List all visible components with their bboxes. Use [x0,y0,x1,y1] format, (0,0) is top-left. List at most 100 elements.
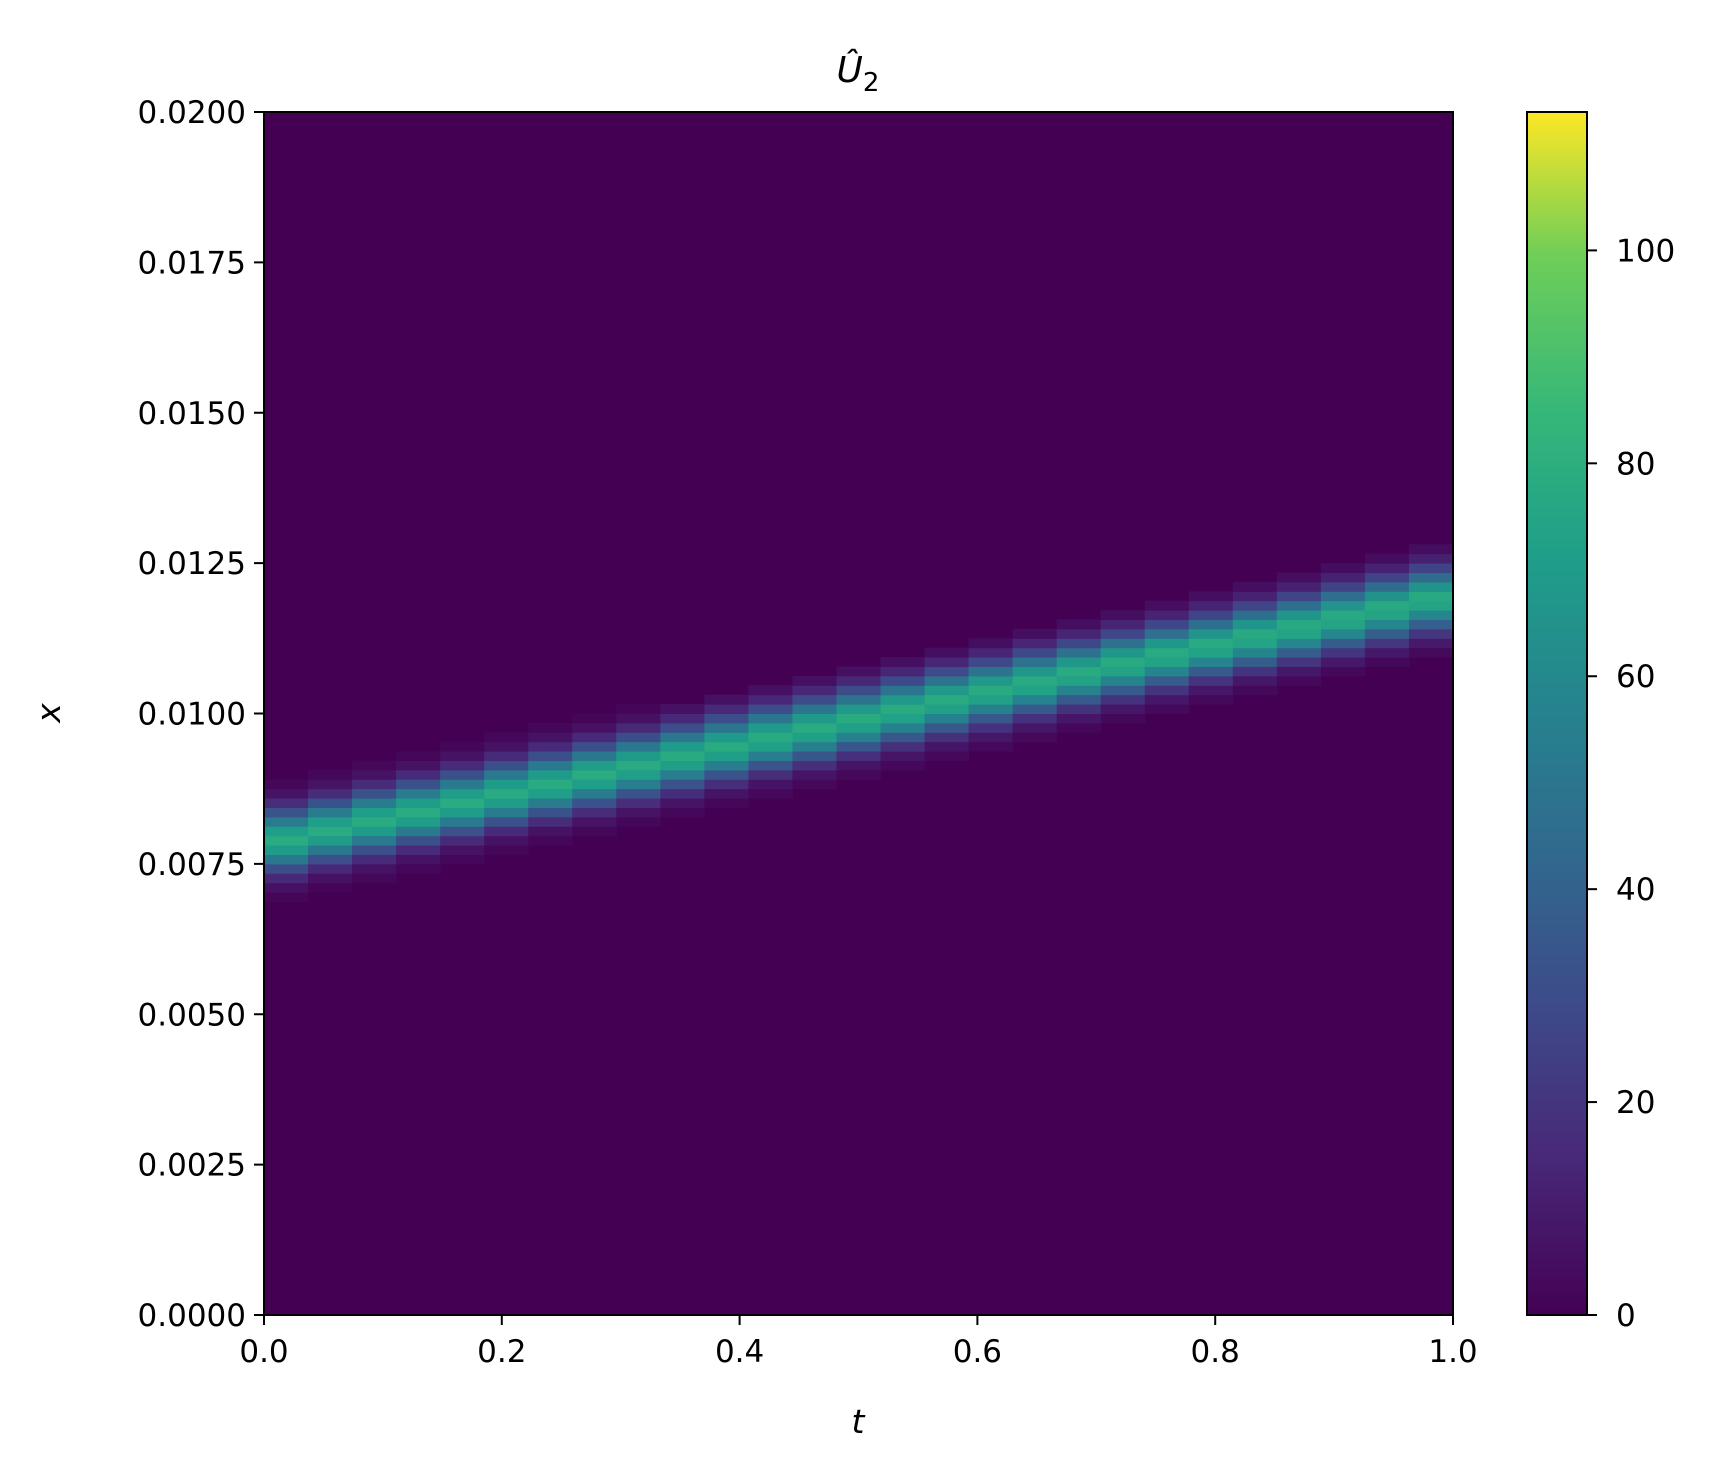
heatmap-cell [1012,638,1058,649]
heatmap-cell [528,722,573,733]
heatmap-cell [572,741,617,752]
heatmap-cell [1364,563,1410,574]
heatmap-cell [264,882,309,893]
heatmap-cell [1100,675,1146,686]
heatmap-cell [1232,591,1278,602]
heatmap-cell [1188,657,1234,668]
heatmap-cell [616,713,661,724]
heatmap-cell [1364,600,1410,611]
heatmap-cell [308,882,353,893]
heatmap-cell [308,779,353,790]
heatmap-cell [1320,591,1366,602]
heatmap-cell [572,722,617,733]
heatmap-cell [484,741,529,752]
heatmap-cell [484,760,529,771]
heatmap-cell [440,779,485,790]
y-axis-label: x [29,703,68,724]
heatmap-cell [792,704,837,714]
heatmap-cell [660,741,705,752]
heatmap-cell [616,760,661,771]
heatmap-cell [1276,572,1322,583]
heatmap-cell [308,835,353,846]
heatmap-cell [968,638,1014,649]
heatmap-cell [792,769,837,780]
y-tick-label: 0.0000 [138,1298,246,1334]
heatmap-cell [1100,713,1146,724]
heatmap-cell [1012,628,1058,639]
heatmap-cell [616,816,661,827]
heatmap-cell [1056,666,1102,677]
heatmap-cell [792,751,837,761]
heatmap-cell [1276,600,1322,611]
heatmap-cell [352,863,397,874]
heatmap-cell [528,732,573,743]
heatmap-cell [836,666,882,677]
heatmap-cell [1364,628,1410,639]
heatmap-cell [968,741,1014,752]
heatmap-cell [616,751,661,761]
heatmap-cell [880,722,926,733]
heatmap-cell [792,760,837,771]
heatmap-cell [836,751,882,761]
heatmap-cell [572,779,617,790]
heatmap-cell [880,694,926,705]
heatmap-cell [1408,544,1454,555]
heatmap-cell [1100,704,1146,714]
heatmap-cell [352,760,397,771]
heatmap-cell [1188,619,1234,630]
heatmap-cell [396,760,441,771]
heatmap-cell [1056,657,1102,668]
heatmap-cell [1012,704,1058,714]
heatmap-cell [836,769,882,780]
y-tick-label: 0.0150 [138,396,246,432]
heatmap-cell [1364,553,1410,564]
heatmap-cell [660,713,705,724]
heatmap-cell [1012,722,1058,733]
heatmap-cell [1100,610,1146,621]
heatmap-cell [1232,628,1278,639]
heatmap-cell [704,694,749,705]
heatmap-cell [1188,591,1234,602]
heatmap-cell [484,816,529,827]
heatmap-cell [1056,675,1102,686]
heatmap-cell [1056,685,1102,696]
heatmap-cell [660,769,705,780]
heatmap-cell [264,863,309,874]
colorbar-tick-label: 20 [1616,1085,1655,1121]
heatmap-cell [484,751,529,761]
heatmap-cell [880,760,926,771]
heatmap-cell [396,854,441,865]
heatmap-cell [792,694,837,705]
heatmap-cell [572,713,617,724]
heatmap-cell [616,788,661,799]
heatmap-cell [352,779,397,790]
heatmap-cell [484,807,529,818]
heatmap-cell [1364,581,1410,592]
heatmap-cell [1012,657,1058,668]
heatmap-cell [1408,638,1454,649]
heatmap-cell [1188,628,1234,639]
heatmap-cell [1232,610,1278,621]
heatmap-cell [748,713,793,724]
heatmap-cell [1320,572,1366,583]
heatmap-cell [572,788,617,799]
heatmap-cell [924,647,970,658]
heatmap-cell [1276,591,1322,602]
y-tick-label: 0.0100 [138,697,246,733]
heatmap-cell [396,751,441,761]
heatmap-cell [1100,694,1146,705]
heatmap-cell [528,751,573,761]
heatmap-cell [572,807,617,818]
heatmap-cell [616,704,661,714]
heatmap-cell [440,845,485,855]
heatmap-cell [616,779,661,790]
heatmap-cell [440,807,485,818]
heatmap-cell [660,807,705,818]
heatmap-cell [836,704,882,714]
heatmap-cell [264,798,309,808]
heatmap-cell [440,760,485,771]
colorbar-ticks: 0 20 40 60 80 100 [1587,233,1675,1334]
heatmap-cell [396,826,441,837]
heatmap-cell [264,892,309,902]
heatmap-cell [1364,638,1410,649]
